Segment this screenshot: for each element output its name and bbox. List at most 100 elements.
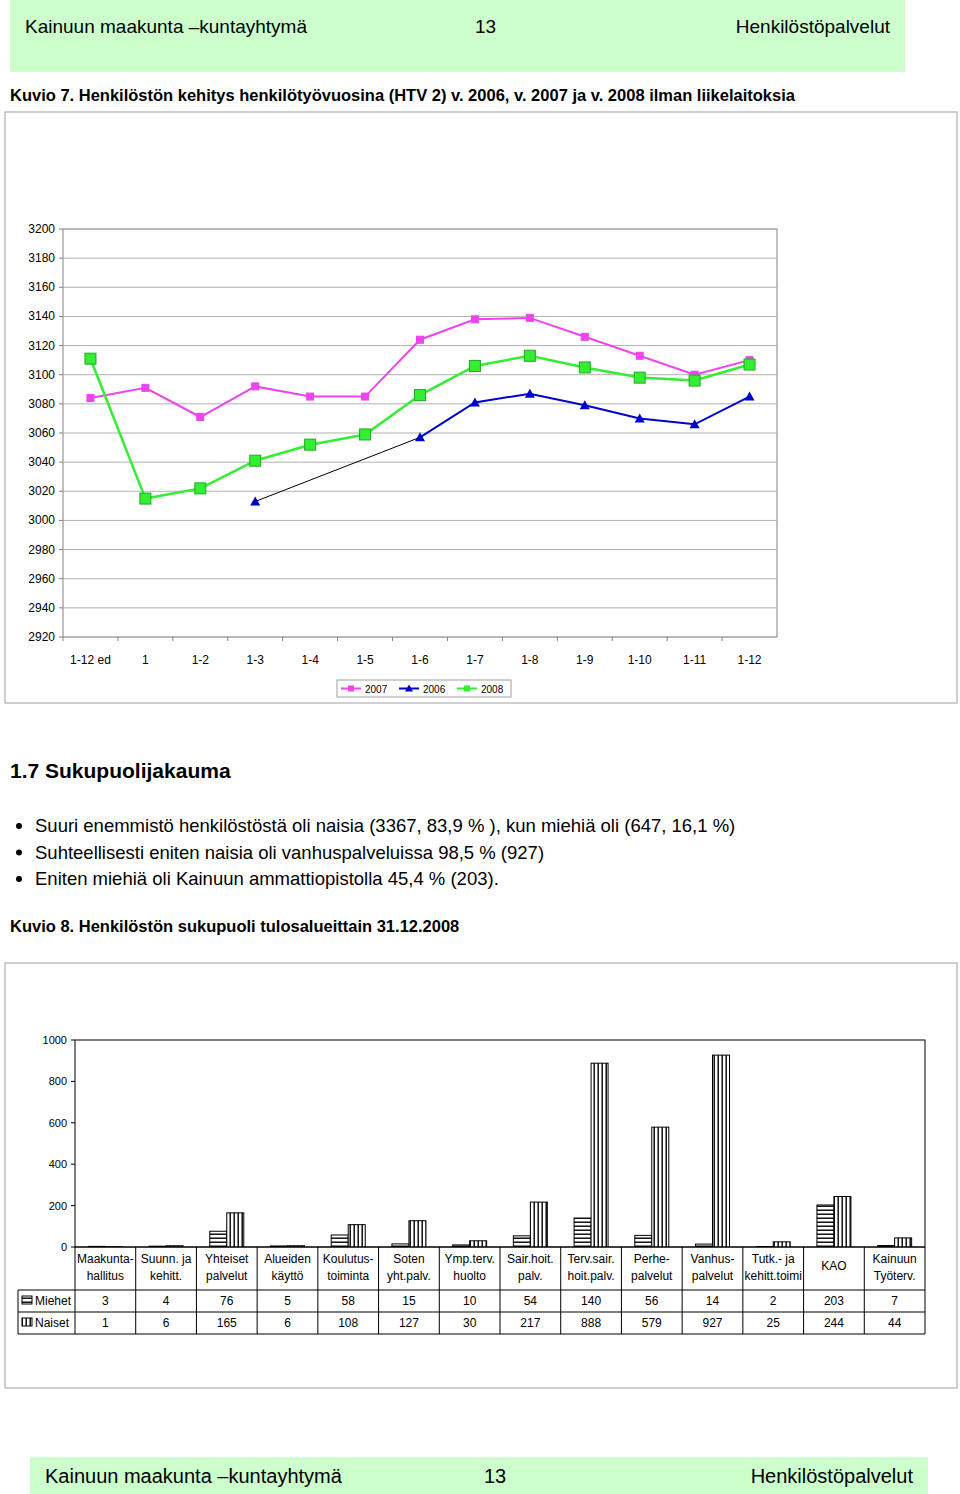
x-tick-mark: [667, 637, 668, 641]
table-value: 56: [645, 1294, 659, 1308]
x-tick-label: 1-8: [521, 653, 539, 667]
bar: [530, 1202, 547, 1247]
legend-text: 2008: [481, 684, 504, 695]
y-tick-label: 3100: [28, 368, 55, 382]
x-tick-label: Ymp.terv.huolto: [444, 1252, 494, 1283]
tick-mark: [59, 287, 63, 288]
y-tick-label: 3160: [28, 280, 55, 294]
tick-mark: [59, 258, 63, 259]
label-line: KAO: [821, 1259, 846, 1273]
table-line: [196, 1247, 197, 1334]
plot-area: [63, 229, 777, 637]
label-line: hoit.palv.: [568, 1269, 615, 1283]
marker: [362, 393, 369, 400]
tick-mark: [59, 578, 63, 579]
label-line: huolto: [453, 1269, 486, 1283]
marker: [85, 353, 96, 364]
gap-connector: [255, 437, 420, 501]
bullet-dot: [16, 850, 22, 856]
x-tick-label: 1-12 ed: [70, 653, 111, 667]
y-tick-label: 2920: [28, 630, 55, 644]
marker: [745, 392, 755, 401]
bar: [635, 1235, 652, 1247]
label-line: Terv.sair.: [568, 1252, 615, 1266]
table-value: 217: [520, 1316, 540, 1330]
x-tick-mark: [227, 637, 228, 641]
label-line: Tutk.- ja: [752, 1252, 795, 1266]
marker: [142, 384, 149, 391]
table-line: [135, 1247, 136, 1334]
band-right: Henkilöstöpalvelut: [751, 1465, 914, 1487]
marker: [635, 413, 645, 422]
y-tick-label: 1000: [43, 1034, 67, 1046]
caption: Kuvio 8. Henkilöstön sukupuoli tulosalue…: [10, 917, 459, 935]
x-tick-mark: [63, 637, 64, 641]
legend-box: [337, 680, 511, 697]
label-line: hallitus: [87, 1269, 124, 1283]
x-tick-label: 1-2: [192, 653, 210, 667]
table-value: 3: [102, 1294, 109, 1308]
tick-mark: [59, 491, 63, 492]
legend-key: [22, 1318, 32, 1326]
caption: Kuvio 7. Henkilöstön kehitys henkilötyöv…: [10, 86, 796, 104]
marker: [579, 362, 590, 373]
plot-area: [75, 1040, 925, 1247]
table-line: [439, 1247, 440, 1334]
x-tick-label: 1-10: [628, 653, 652, 667]
table-line: [621, 1247, 622, 1334]
x-tick-label: 1-12: [738, 653, 762, 667]
label-line: kehitt.toimi: [745, 1269, 802, 1283]
marker: [415, 390, 426, 401]
bullet-text: Eniten miehiä oli Kainuun ammattiopistol…: [35, 868, 499, 889]
label-line: käyttö: [271, 1269, 303, 1283]
bar: [470, 1241, 487, 1247]
tick-mark: [71, 1081, 75, 1082]
marker: [744, 359, 755, 370]
tick-mark: [71, 1247, 75, 1248]
table-line: [75, 1247, 76, 1334]
y-tick-label: 3080: [28, 397, 55, 411]
table-value: 927: [702, 1316, 722, 1330]
grid-line: [63, 578, 777, 579]
tick-mark: [71, 1164, 75, 1165]
legend-text: Naiset: [35, 1316, 70, 1330]
tick-mark: [71, 1122, 75, 1123]
table-line: [500, 1247, 501, 1334]
tick-mark: [59, 549, 63, 550]
tick-mark: [59, 403, 63, 404]
y-tick-label: 400: [49, 1158, 67, 1170]
y-tick-label: 2960: [28, 572, 55, 586]
marker: [250, 455, 261, 466]
grid-line: [63, 316, 777, 317]
label-line: Kainuun: [873, 1252, 917, 1266]
x-tick-label: Tutk.- ja kehitt.toimi: [745, 1252, 802, 1283]
tick-mark: [59, 637, 63, 638]
grid-line: [63, 607, 777, 608]
label-line: Soten: [393, 1252, 424, 1266]
grid-line: [63, 403, 777, 404]
grid-line: [63, 637, 777, 638]
table-value: 54: [524, 1294, 538, 1308]
marker: [526, 314, 533, 321]
label-line: Perhe-: [634, 1252, 670, 1266]
y-tick-label: 800: [49, 1075, 67, 1087]
x-tick-mark: [722, 637, 723, 641]
chart-frame: [5, 963, 957, 1388]
band-right: Henkilöstöpalvelut: [736, 16, 891, 37]
marker: [140, 493, 151, 504]
band-left: Kainuun maakunta –kuntayhtymä: [25, 16, 307, 37]
bar: [817, 1205, 834, 1247]
x-tick-label: Terv.sair. hoit.palv.: [568, 1252, 615, 1283]
tick-mark: [59, 374, 63, 375]
label-line: Koulutus-: [323, 1252, 374, 1266]
x-tick-mark: [502, 637, 503, 641]
marker: [470, 397, 480, 406]
label-line: Yhteiset: [205, 1252, 249, 1266]
grid-line: [63, 229, 777, 230]
y-tick-label: 3180: [28, 251, 55, 265]
series-line: [420, 394, 750, 438]
marker: [580, 400, 590, 409]
legend-marker: [405, 685, 413, 692]
table-value: 108: [338, 1316, 358, 1330]
tick-mark: [59, 345, 63, 346]
